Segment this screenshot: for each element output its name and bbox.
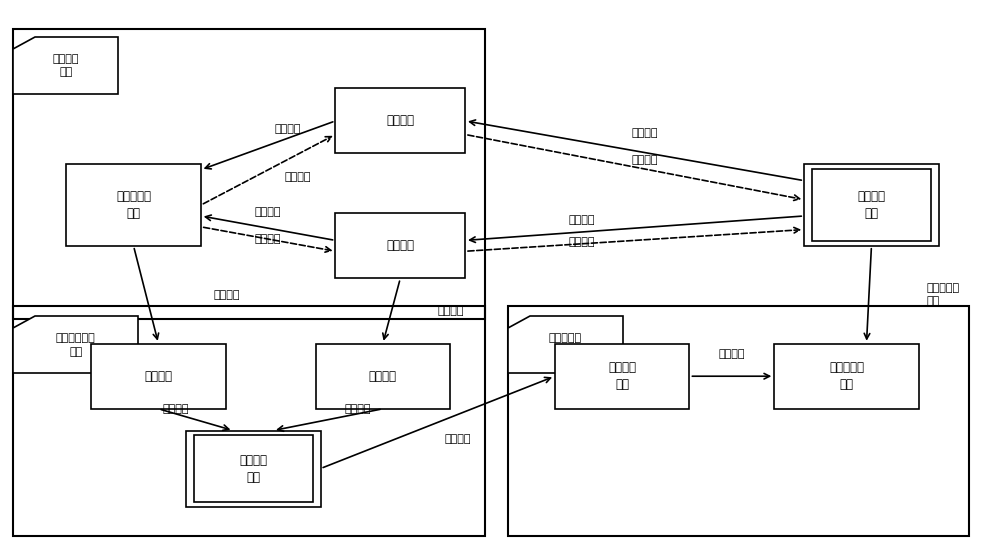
Text: 动画和图表
数据: 动画和图表 数据 <box>926 283 959 306</box>
Text: 用户界面
模块: 用户界面 模块 <box>857 190 885 220</box>
Text: 图形识别: 图形识别 <box>386 239 414 252</box>
Text: 命令执行: 命令执行 <box>144 370 172 383</box>
FancyBboxPatch shape <box>774 343 919 409</box>
FancyBboxPatch shape <box>804 164 939 246</box>
FancyBboxPatch shape <box>194 435 313 502</box>
Polygon shape <box>508 317 623 373</box>
Text: 图形数据: 图形数据 <box>568 237 595 247</box>
FancyBboxPatch shape <box>335 88 465 153</box>
FancyBboxPatch shape <box>91 343 226 409</box>
Text: 图形笔迹: 图形笔迹 <box>255 207 281 217</box>
Text: 命令数据: 命令数据 <box>285 171 311 182</box>
Text: 字符笔迹: 字符笔迹 <box>631 128 658 138</box>
Text: 图形笔迹: 图形笔迹 <box>568 215 595 225</box>
Text: 字符识别: 字符识别 <box>386 115 414 127</box>
Polygon shape <box>13 317 138 373</box>
Text: 物理参数: 物理参数 <box>163 404 189 414</box>
Polygon shape <box>13 37 118 94</box>
Text: 物理数据
处理: 物理数据 处理 <box>608 361 636 391</box>
Text: 二维物理
引擎: 二维物理 引擎 <box>239 454 267 484</box>
Text: 图形数据: 图形数据 <box>438 306 464 316</box>
Text: 几何参数: 几何参数 <box>345 404 371 414</box>
Text: 图形修正: 图形修正 <box>369 370 397 383</box>
Text: 字符数据: 字符数据 <box>275 124 301 134</box>
Text: 物理数据: 物理数据 <box>719 349 745 359</box>
Text: 物理运动计算
模块: 物理运动计算 模块 <box>56 334 96 357</box>
FancyBboxPatch shape <box>316 343 450 409</box>
FancyBboxPatch shape <box>186 431 320 507</box>
FancyBboxPatch shape <box>812 169 931 241</box>
FancyBboxPatch shape <box>335 213 465 278</box>
Text: 仿真数据: 仿真数据 <box>444 434 471 444</box>
FancyBboxPatch shape <box>66 164 201 246</box>
Text: 字符数据: 字符数据 <box>213 290 240 300</box>
Text: 字符数据: 字符数据 <box>631 155 658 165</box>
Text: 动画和图表
模块: 动画和图表 模块 <box>549 334 582 357</box>
FancyBboxPatch shape <box>555 343 689 409</box>
Text: 动画和图表
生成: 动画和图表 生成 <box>829 361 864 391</box>
Text: 命令识别与
推荐: 命令识别与 推荐 <box>116 190 151 220</box>
Text: 图形数据: 图形数据 <box>255 234 281 244</box>
Text: 数据识别
模块: 数据识别 模块 <box>52 54 79 77</box>
